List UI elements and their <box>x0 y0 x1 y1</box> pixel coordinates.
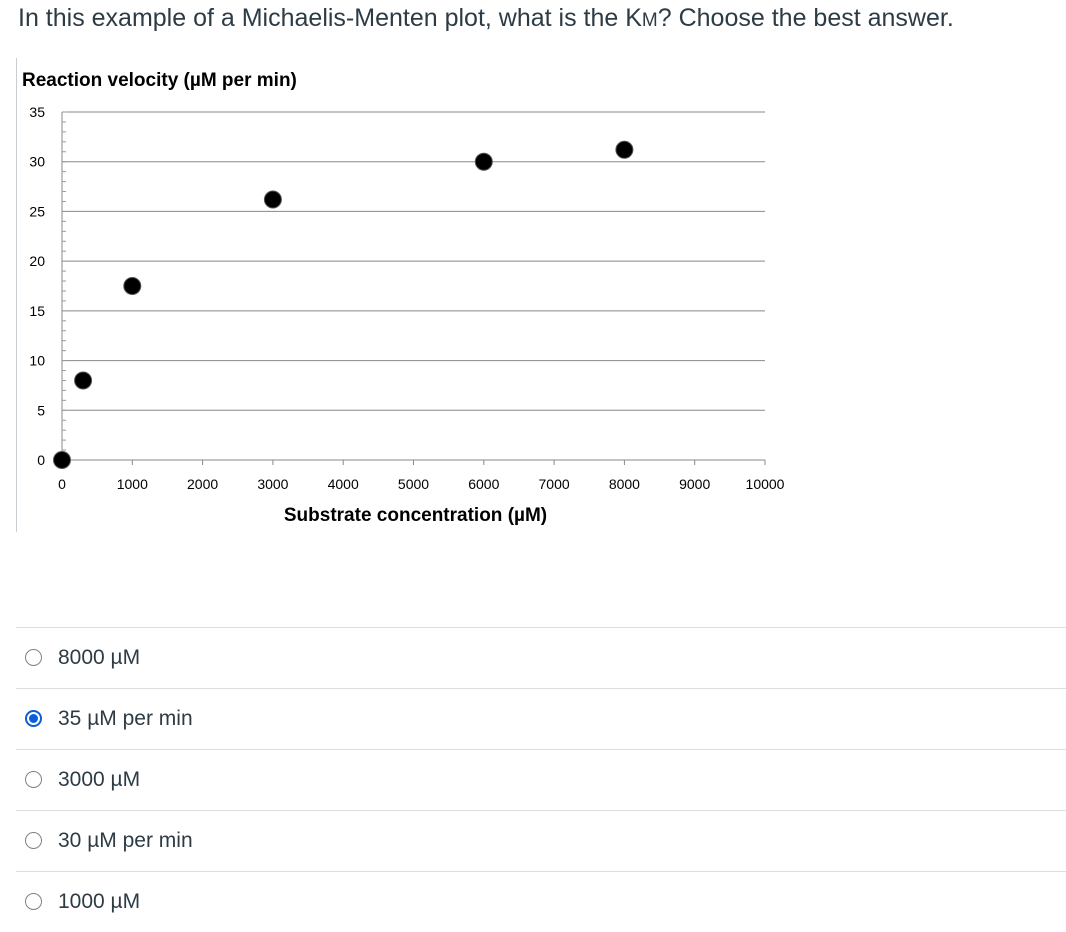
data-point <box>263 190 282 209</box>
answer-choice[interactable]: 8000 µM <box>16 627 1066 688</box>
answer-choice-label: 3000 µM <box>58 768 141 791</box>
x-tick-label-5000: 5000 <box>398 476 429 492</box>
y-tick-label-35: 35 <box>29 104 45 120</box>
y-tick-label-20: 20 <box>29 253 45 269</box>
answer-choices: 8000 µM 35 µM per min 3000 µM 30 µM per min… <box>16 627 1066 932</box>
answer-choice[interactable]: 3000 µM <box>16 749 1066 810</box>
x-axis-label: Substrate concentration (µM) <box>284 505 547 526</box>
radio-button[interactable] <box>25 771 42 788</box>
answer-choice-label: 30 µM per min <box>58 829 193 852</box>
answer-choice[interactable]: 35 µM per min <box>16 688 1066 749</box>
x-tick-label-7000: 7000 <box>539 476 570 492</box>
x-tick-label-8000: 8000 <box>609 476 640 492</box>
data-point <box>53 451 71 469</box>
michaelis-menten-chart: 0 5 10 15 20 25 30 35 0 1000 2000 3000 4000 5000 6000 7… <box>16 58 807 532</box>
y-tick-label-15: 15 <box>29 303 45 319</box>
y-tick-label-0: 0 <box>37 452 45 468</box>
question-suffix: ? Choose the best answer. <box>657 4 954 32</box>
answer-choice-label: 8000 µM <box>58 646 141 669</box>
chart-svg: 0 5 10 15 20 25 30 35 0 1000 2000 3000 4000 5000 6000 7… <box>22 70 785 526</box>
y-tick-label-10: 10 <box>29 353 45 369</box>
data-point <box>615 140 634 159</box>
answer-choice-label: 35 µM per min <box>58 707 193 730</box>
x-tick-label-0: 0 <box>58 476 66 492</box>
question-text: In this example of a Michaelis-Menten pl… <box>18 4 954 33</box>
x-tick-label-6000: 6000 <box>468 476 499 492</box>
answer-choice[interactable]: 1000 µM <box>16 871 1066 932</box>
x-tick-label-10000: 10000 <box>746 476 785 492</box>
answer-choice-label: 1000 µM <box>58 890 141 913</box>
data-point <box>474 152 493 171</box>
km-subscript: M <box>641 10 658 31</box>
data-point <box>74 371 93 390</box>
y-tick-label-30: 30 <box>29 154 45 170</box>
radio-button[interactable] <box>25 893 42 910</box>
x-tick-label-2000: 2000 <box>187 476 218 492</box>
chart-title: Reaction velocity (µM per min) <box>22 70 297 91</box>
x-tick-label-9000: 9000 <box>679 476 710 492</box>
x-tick-label-1000: 1000 <box>117 476 148 492</box>
y-tick-label-5: 5 <box>37 402 45 418</box>
x-tick-label-3000: 3000 <box>257 476 288 492</box>
radio-button[interactable] <box>25 649 42 666</box>
radio-button[interactable] <box>25 710 42 727</box>
question-prefix: In this example of a Michaelis-Menten pl… <box>18 4 642 32</box>
data-point <box>123 277 142 295</box>
x-tick-label-4000: 4000 <box>328 476 359 492</box>
y-tick-label-25: 25 <box>29 203 45 219</box>
radio-button[interactable] <box>25 832 42 849</box>
answer-choice[interactable]: 30 µM per min <box>16 810 1066 871</box>
